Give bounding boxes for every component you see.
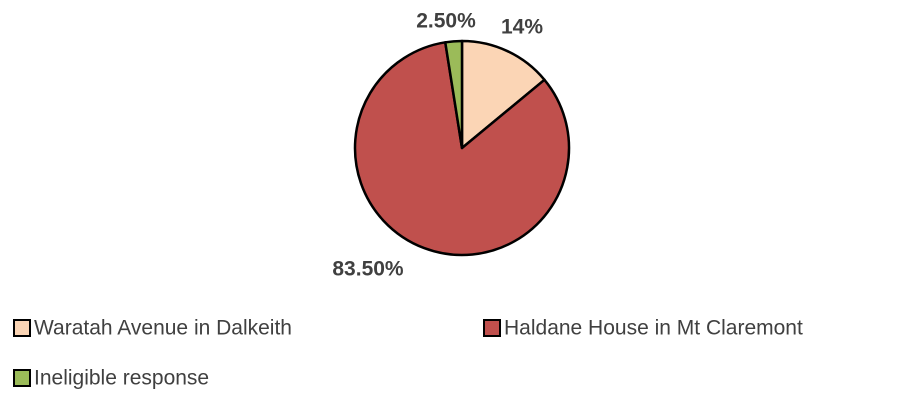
legend-label: Haldane House in Mt Claremont [504, 317, 803, 340]
legend-swatch [483, 319, 501, 337]
data-label: 83.50% [332, 258, 404, 281]
data-label: 2.50% [416, 10, 476, 33]
data-label: 14% [501, 16, 543, 39]
pie-slice [444, 39, 464, 150]
pie-slice [460, 39, 546, 150]
legend-swatch [13, 319, 31, 337]
legend-label: Ineligible response [34, 367, 209, 390]
legend-swatch [13, 369, 31, 387]
legend-label: Waratah Avenue in Dalkeith [34, 317, 292, 340]
